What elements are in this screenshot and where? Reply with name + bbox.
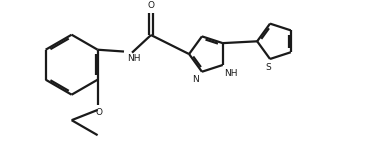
Text: O: O <box>95 108 102 117</box>
Text: O: O <box>147 1 154 10</box>
Text: NH: NH <box>224 69 238 78</box>
Text: NH: NH <box>127 54 141 63</box>
Text: S: S <box>265 63 271 72</box>
Text: N: N <box>193 75 199 84</box>
